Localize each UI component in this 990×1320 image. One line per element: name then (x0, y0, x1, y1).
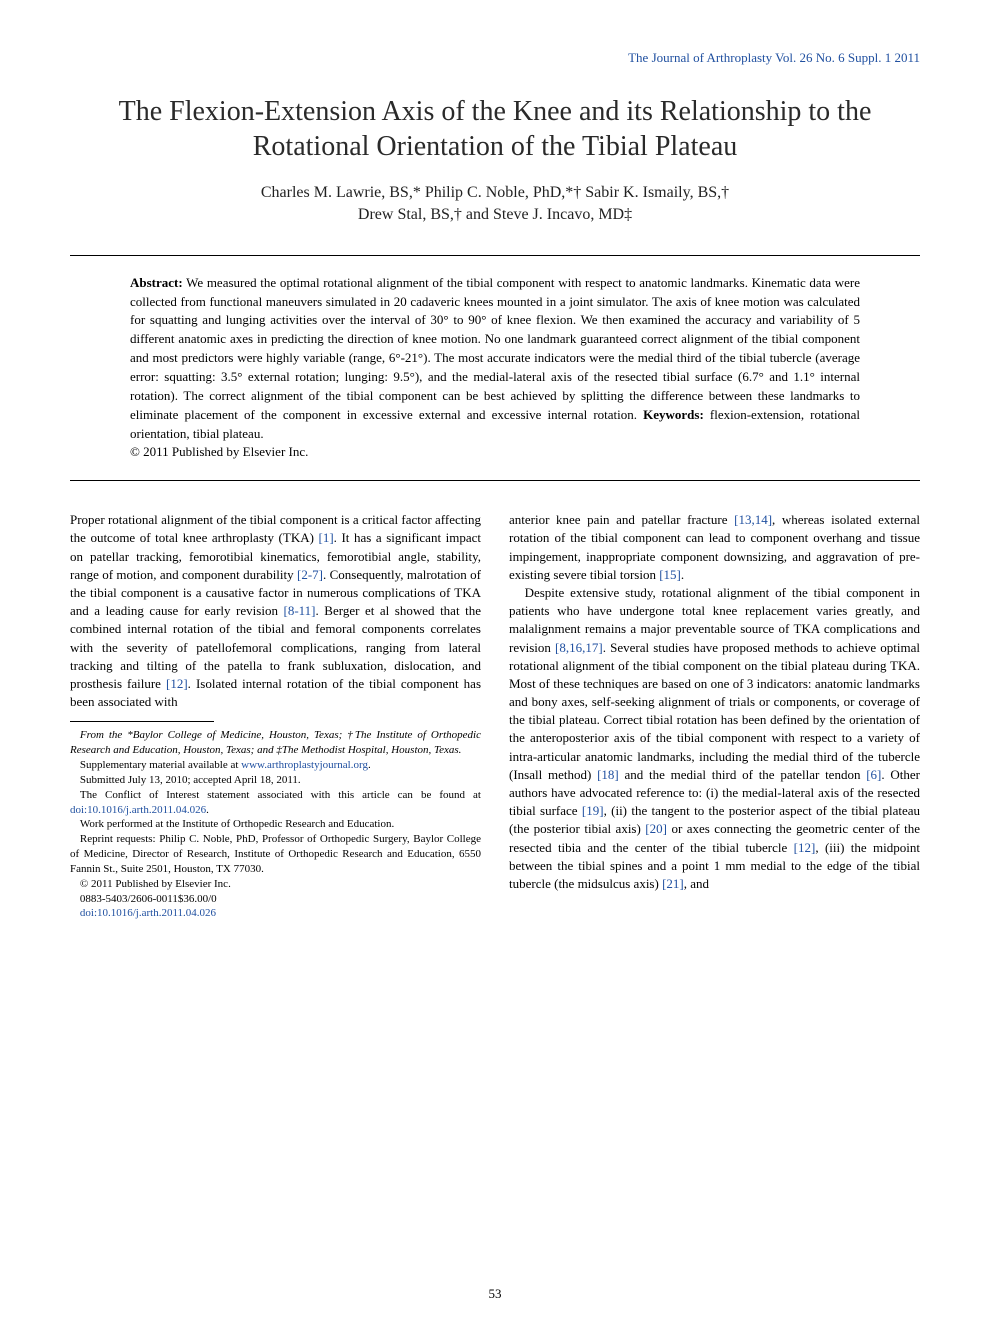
ref-link-13-14[interactable]: [13,14] (734, 512, 772, 527)
col2-text-1a: anterior knee pain and patellar fracture (509, 512, 734, 527)
column-right: anterior knee pain and patellar fracture… (509, 511, 920, 921)
ref-link-12b[interactable]: [12] (794, 840, 816, 855)
ref-link-6[interactable]: [6] (866, 767, 881, 782)
article-title: The Flexion-Extension Axis of the Knee a… (70, 94, 920, 164)
coi-doi-link[interactable]: doi:10.1016/j.arth.2011.04.026 (70, 804, 206, 816)
ref-link-8-11[interactable]: [8-11] (283, 603, 315, 618)
authors-block: Charles M. Lawrie, BS,* Philip C. Noble,… (70, 182, 920, 227)
footnote-dates: Submitted July 13, 2010; accepted April … (70, 773, 481, 788)
footnote-coi-text: The Conflict of Interest statement assoc… (80, 789, 481, 801)
footnote-reprint: Reprint requests: Philip C. Noble, PhD, … (70, 832, 481, 877)
ref-link-1[interactable]: [1] (319, 530, 334, 545)
abstract-body: We measured the optimal rotational align… (130, 275, 860, 422)
ref-link-18[interactable]: [18] (597, 767, 619, 782)
ref-link-21[interactable]: [21] (662, 876, 684, 891)
column-left: Proper rotational alignment of the tibia… (70, 511, 481, 921)
footnote-affiliations: From the *Baylor College of Medicine, Ho… (70, 728, 481, 758)
authors-line-1: Charles M. Lawrie, BS,* Philip C. Noble,… (261, 184, 729, 201)
col2-text-2h: , and (684, 876, 709, 891)
col2-text-2c: and the medial third of the patellar ten… (619, 767, 866, 782)
footnote-coi-end: . (206, 804, 209, 816)
ref-link-15[interactable]: [15] (659, 567, 681, 582)
col1-para1: Proper rotational alignment of the tibia… (70, 511, 481, 711)
keywords-label: Keywords: (643, 407, 704, 422)
abstract-copyright: © 2011 Published by Elsevier Inc. (130, 444, 308, 459)
ref-link-2-7[interactable]: [2-7] (297, 567, 323, 582)
footnote-doi: doi:10.1016/j.arth.2011.04.026 (70, 906, 481, 921)
col2-text-1c: . (681, 567, 684, 582)
ref-link-8-16-17[interactable]: [8,16,17] (555, 640, 603, 655)
supplementary-link[interactable]: www.arthroplastyjournal.org (241, 759, 368, 771)
footnote-copyright: © 2011 Published by Elsevier Inc. (70, 877, 481, 892)
abstract-box: Abstract: We measured the optimal rotati… (70, 255, 920, 481)
body-columns: Proper rotational alignment of the tibia… (70, 511, 920, 921)
ref-link-19[interactable]: [19] (582, 803, 604, 818)
footnote-rule (70, 721, 214, 722)
ref-link-20[interactable]: [20] (645, 821, 667, 836)
page-number: 53 (0, 1286, 990, 1302)
doi-link[interactable]: doi:10.1016/j.arth.2011.04.026 (80, 907, 216, 919)
footnote-supp-end: . (368, 759, 371, 771)
footnote-supp-text: Supplementary material available at (80, 759, 241, 771)
footnote-issn: 0883-5403/2606-0011$36.00/0 (70, 892, 481, 907)
col2-para2: Despite extensive study, rotational alig… (509, 584, 920, 893)
footnote-supplementary: Supplementary material available at www.… (70, 758, 481, 773)
footnotes-block: From the *Baylor College of Medicine, Ho… (70, 728, 481, 921)
footnote-work: Work performed at the Institute of Ortho… (70, 817, 481, 832)
col2-para1: anterior knee pain and patellar fracture… (509, 511, 920, 584)
authors-line-2: Drew Stal, BS,† and Steve J. Incavo, MD‡ (358, 206, 632, 223)
ref-link-12[interactable]: [12] (166, 676, 188, 691)
footnote-coi: The Conflict of Interest statement assoc… (70, 788, 481, 818)
journal-header: The Journal of Arthroplasty Vol. 26 No. … (70, 50, 920, 66)
col2-text-2b: . Several studies have proposed methods … (509, 640, 920, 782)
abstract-label: Abstract: (130, 275, 183, 290)
